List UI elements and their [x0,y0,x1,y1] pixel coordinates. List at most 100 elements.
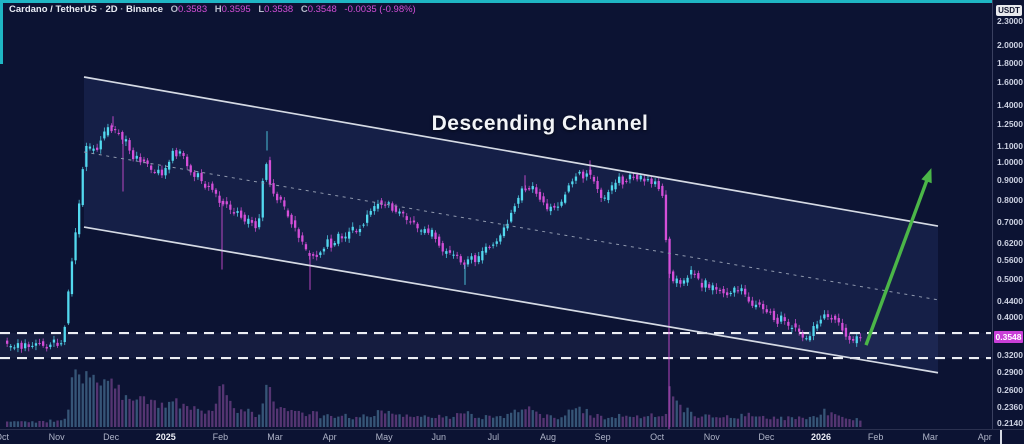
price-tick-label: 0.8000 [997,194,1023,205]
candle-body [495,241,498,244]
volume-bar [70,377,74,427]
price-axis[interactable]: USDT 0.3548 2.3000 2.0000 1.8000 1.6000 1.40… [993,0,1024,443]
candle-body [114,129,117,131]
candle-body [852,338,855,341]
candle-body [582,171,585,179]
channel-annotation-label[interactable]: Descending Channel [431,112,649,135]
bottom-margin [0,443,1024,448]
candle-body [668,238,671,274]
candle-body [765,309,768,313]
candle-body [585,173,588,177]
volume-bar [528,406,531,427]
separator-dot: · [120,4,124,15]
volume-bar [128,398,131,427]
candlestick-chart[interactable] [0,0,993,443]
candle-body [301,235,304,242]
volume-bar [196,408,200,427]
volume-bar [308,414,311,427]
price-tick-label: 1.0000 [997,157,1023,167]
volume-bar [344,413,347,427]
candle-body [618,176,621,183]
candle-body [132,150,135,160]
candle-body [171,150,174,161]
candle-body [434,232,437,240]
volume-bar [729,417,732,427]
volume-bar [434,418,437,427]
volume-bar [42,420,45,427]
candle-body [139,157,142,163]
time-axis[interactable]: Oct Nov Dec 2025 Feb Mar Apr May Jun Jul Aug Sep Oct… [0,429,1024,444]
descending-channel-drawing[interactable] [83,76,939,374]
trend-arrow[interactable] [864,168,932,346]
volume-bar [733,418,736,427]
candle-body [20,342,23,349]
volume-bar [74,369,77,427]
candle-body [290,214,293,225]
volume-bar [855,418,858,427]
candle-body [672,271,675,282]
candle-body [369,210,372,215]
candle-body [322,248,326,252]
candle-body [855,336,858,344]
candle-body [124,139,128,142]
volume-bar [693,416,696,427]
time-tick-label: May [375,432,393,442]
channel-lower-line [83,226,939,374]
volume-bar [315,411,318,427]
volume-bar [682,412,686,427]
candle-body [704,280,707,288]
candle-body [614,182,617,190]
volume-bar [780,416,783,427]
candle-body [362,224,365,226]
volume-bar [92,374,95,427]
candle-body [391,203,394,211]
volume-bar [135,399,138,427]
symbol-title[interactable]: Cardano / TetherUS [9,4,97,15]
candle-body [222,200,225,205]
channel-middle-line [83,151,939,301]
volume-bar [607,417,610,427]
price-tick-label: 0.2140 [997,418,1023,428]
candle-body [373,206,376,212]
currency-unit-chip: USDT [996,5,1022,16]
volume-bar [6,421,9,427]
candle-body [546,203,549,210]
candle-body [693,273,696,275]
price-tick-label: 0.5600 [997,255,1023,266]
candle-body [49,344,52,348]
candle-body [736,290,740,292]
candle-body [92,148,95,151]
candle-body [402,211,405,214]
volume-bar [747,412,750,427]
candle-body [661,185,664,196]
candle-body [9,345,12,348]
candle-body [85,145,88,167]
volume-bar [571,409,574,427]
candle-body [499,235,502,242]
candle-body [286,210,290,217]
candle-body [344,236,347,239]
volume-bar [186,406,189,427]
volume-bar [477,417,480,427]
volume-bar [632,417,635,427]
candle-body [783,317,786,321]
interval-label[interactable]: 2D [105,4,118,15]
candle-body [186,156,189,167]
volume-bar [88,377,92,427]
volume-bar [297,410,300,427]
price-tick-label: 0.2900 [997,366,1023,377]
volume-bar [661,416,664,427]
candle-body [574,176,578,181]
volume-bar [168,401,171,427]
time-tick-label: Aug [539,432,557,442]
candle-body [247,218,250,224]
volume-bar [214,403,218,427]
candle-body [805,338,808,340]
support-lines[interactable] [0,332,991,360]
candle-body [564,194,567,203]
volume-bar [247,408,250,427]
volume-bar [474,417,477,427]
volume-bar [268,387,272,427]
volume-bar [852,420,855,427]
candle-body [718,289,722,292]
